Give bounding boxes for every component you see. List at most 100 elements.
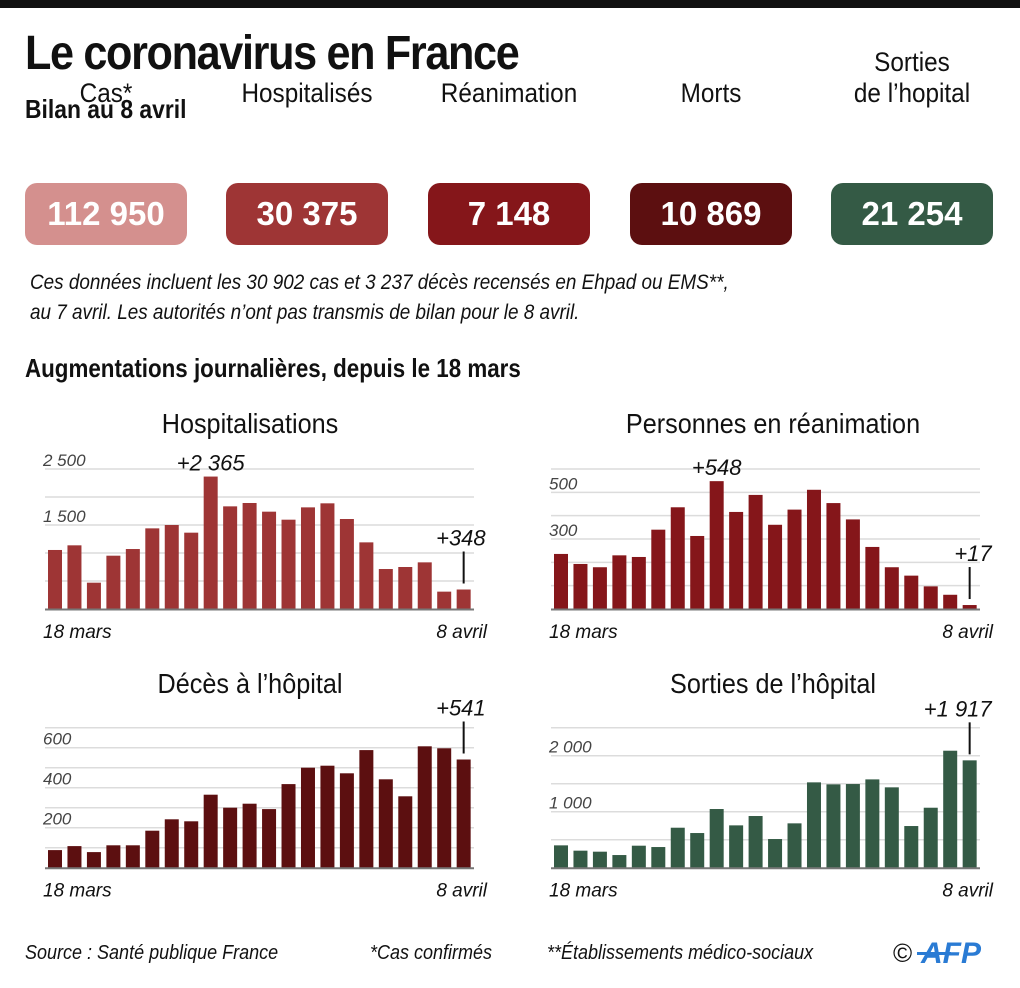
- bar: [86, 582, 101, 609]
- stat-label: de l’hopital: [853, 78, 971, 108]
- bar: [398, 567, 413, 609]
- bar: [48, 549, 62, 609]
- stat-value-box: 10 869: [630, 183, 792, 245]
- bar: [48, 850, 62, 868]
- bar: [787, 823, 802, 868]
- bar: [631, 845, 646, 868]
- bar: [262, 809, 277, 868]
- chart-title-sorties: Sorties de l’hôpital: [670, 668, 876, 699]
- bar: [865, 779, 880, 868]
- bar: [826, 784, 841, 868]
- stat-label: Réanimation: [440, 78, 578, 108]
- afp-logo-stripe: [917, 952, 951, 955]
- bar: [904, 826, 919, 868]
- page-title: Le coronavirus en France: [25, 27, 520, 80]
- bar: [281, 519, 296, 609]
- bar: [768, 839, 783, 868]
- bar: [768, 524, 783, 609]
- bar: [320, 503, 335, 609]
- footer-note-cas: *Cas confirmés: [370, 942, 493, 964]
- bar: [748, 816, 763, 868]
- bar: [223, 807, 238, 868]
- stat-label: Cas*: [79, 78, 133, 108]
- bar: [339, 519, 354, 609]
- bar: [845, 784, 860, 868]
- stat-label-line1: Sorties: [874, 47, 950, 77]
- bar: [300, 507, 315, 609]
- stat-value-box: 112 950: [25, 183, 187, 245]
- x-end-label: 8 avril: [942, 881, 993, 902]
- chart-title-deces: Décès à l’hôpital: [157, 668, 343, 699]
- bar: [592, 851, 607, 868]
- bar: [631, 556, 646, 609]
- bar: [729, 511, 744, 609]
- bar: [709, 809, 724, 868]
- bar: [203, 794, 218, 868]
- bar: [845, 519, 860, 609]
- y-tick-label: 2 000: [548, 738, 592, 757]
- y-tick-label: 200: [42, 810, 72, 829]
- section-title: Augmentations journalières, depuis le 18…: [25, 353, 521, 383]
- bar: [690, 833, 705, 868]
- footer-note-ems: **Établissements médico-sociaux: [547, 942, 814, 964]
- bar: [281, 784, 296, 868]
- bar: [826, 503, 841, 609]
- stat-value-box: 30 375: [226, 183, 388, 245]
- annotation-label: +348: [436, 526, 486, 551]
- bar: [943, 594, 958, 609]
- data-note: Ces données incluent les 30 902 cas et 3…: [30, 268, 729, 328]
- x-end-label: 8 avril: [436, 881, 487, 902]
- annotation-label: +17: [954, 541, 992, 566]
- y-tick-label: 300: [549, 521, 578, 540]
- bar: [748, 494, 763, 609]
- footer-source: Source : Santé publique France: [25, 942, 279, 964]
- y-tick-label: 600: [43, 730, 72, 749]
- bar: [164, 525, 179, 609]
- afp-logo: AFP: [917, 937, 982, 967]
- bar: [651, 529, 666, 609]
- bar: [943, 750, 958, 868]
- annotation-label: +548: [692, 455, 742, 480]
- chart-title-reanimation: Personnes en réanimation: [625, 408, 921, 439]
- copyright-icon: ©: [893, 938, 913, 968]
- bar: [67, 545, 82, 609]
- x-start-label: 18 mars: [549, 622, 618, 643]
- bar: [184, 821, 199, 868]
- bar: [417, 746, 432, 868]
- y-tick-label: 500: [549, 474, 578, 493]
- bar: [145, 528, 160, 609]
- bar: [923, 807, 938, 868]
- bar: [690, 535, 705, 609]
- bar: [223, 506, 238, 609]
- stat-label: Hospitalisés: [241, 78, 373, 108]
- bar: [398, 796, 413, 868]
- stat-label: Morts: [680, 78, 742, 108]
- bar: [554, 553, 568, 609]
- bar: [106, 555, 121, 609]
- bar: [203, 476, 218, 609]
- bar: [806, 782, 821, 868]
- bar: [573, 563, 588, 609]
- bar: [962, 760, 977, 868]
- page-subtitle: Bilan au 8 avril: [25, 94, 187, 124]
- chart-title-hospitalisations: Hospitalisations: [161, 408, 339, 439]
- bar: [651, 847, 666, 868]
- bar: [962, 605, 977, 609]
- top-bar: [0, 0, 1020, 8]
- bar: [670, 827, 685, 868]
- annotation-label: +541: [436, 696, 486, 721]
- annotation-label: +1 917: [924, 696, 993, 721]
- bar: [709, 481, 724, 609]
- x-end-label: 8 avril: [942, 622, 993, 643]
- bar: [787, 509, 802, 609]
- bar: [86, 852, 101, 868]
- stat-value-box: 7 148: [428, 183, 590, 245]
- bar: [67, 846, 82, 868]
- bar: [106, 845, 121, 868]
- bar: [554, 845, 568, 868]
- bar: [884, 787, 899, 868]
- bar: [378, 779, 393, 868]
- bar: [456, 589, 471, 609]
- bar: [164, 819, 179, 868]
